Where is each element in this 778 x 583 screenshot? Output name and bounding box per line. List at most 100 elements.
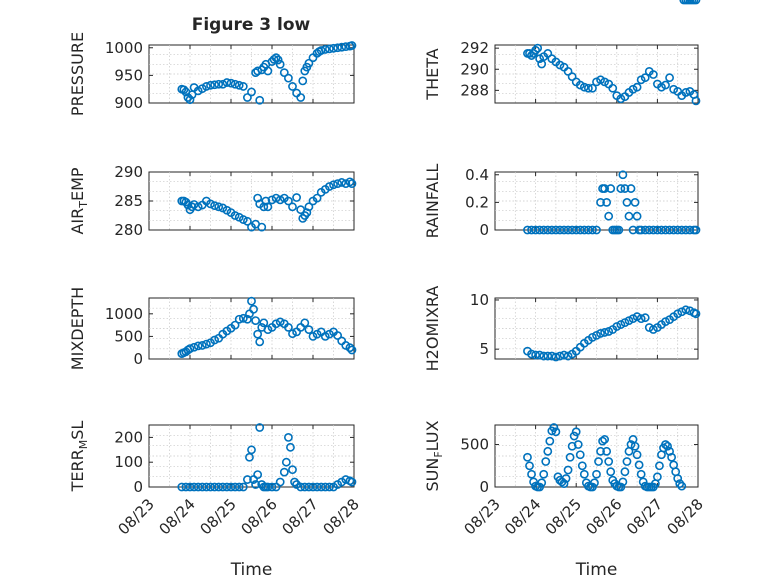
terr_msl-data-point (251, 480, 260, 489)
air_temp-data-point (329, 180, 338, 190)
rainfall-data-point (602, 197, 612, 207)
mixdepth-data-point (271, 319, 281, 329)
sun_flux-data-point (545, 436, 555, 446)
air_temp-data-point (267, 195, 277, 205)
theta-ylabel: THETA (423, 48, 442, 100)
sun_flux-data-point (527, 469, 536, 479)
theta-ylabel-main: THETA (423, 48, 442, 100)
terr_msl-data-point (197, 482, 207, 492)
rainfall-data-point (648, 225, 658, 235)
rainfall-data-point (626, 184, 636, 193)
h2omixra-data-point (543, 351, 553, 361)
terr_msl-series (177, 423, 357, 492)
pressure-data-point (329, 43, 338, 53)
h2omixra-data-point (527, 349, 536, 359)
rainfall-data-point (677, 225, 687, 235)
theta-data-point (579, 82, 589, 92)
rainfall-data-point (685, 225, 695, 235)
theta-data-point (640, 73, 650, 83)
h2omixra-data-point (681, 305, 691, 315)
mixdepth-ytick-label: 0 (133, 350, 143, 368)
sun_flux-data-point (573, 440, 583, 449)
air_temp-data-point (337, 178, 347, 187)
air_temp-data-point (210, 201, 219, 211)
rainfall-data-point (632, 211, 642, 221)
theta-data-point (588, 83, 597, 93)
rainfall-data-point (661, 225, 670, 235)
terr_msl-data-point (286, 442, 295, 452)
theta-data-point (583, 83, 593, 93)
sun_flux-data-point (632, 450, 642, 460)
subplot-air_temp: 280 285 290 AIRTEMP (68, 163, 357, 239)
theta-data-point (531, 45, 540, 55)
air_temp-data-point (238, 215, 248, 224)
sun_flux-data-point (543, 446, 553, 456)
mixdepth-data-point (259, 318, 269, 328)
mixdepth-data-point (333, 331, 342, 340)
h2omixra-data-point (555, 351, 565, 361)
sun_flux-data-point (565, 452, 575, 462)
pressure-data-point (210, 80, 219, 90)
sun_flux-data-point (575, 450, 585, 460)
rainfall-ytick-label: 0.2 (465, 193, 489, 211)
h2omixra-data-point (547, 351, 557, 361)
air_temp-ylabel: AIRTEMP (68, 167, 90, 234)
mixdepth-data-point (201, 339, 211, 349)
rainfall-data-point (600, 184, 610, 193)
mixdepth-data-point (288, 329, 297, 339)
h2omixra-ylabel: H2OMIXRA (423, 286, 442, 372)
air_temp-ylabel-main: AIR (68, 208, 87, 235)
air_temp-data-point (242, 216, 252, 226)
pressure-ytick-label: 1000 (105, 39, 143, 57)
theta-data-point (665, 73, 674, 83)
sun_flux-data-point (663, 441, 672, 451)
rainfall-ytick-label: 0 (479, 221, 489, 239)
sun_flux-data-point (592, 469, 601, 479)
h2omixra-ylabel-main: H2OMIXRA (423, 286, 442, 372)
pressure-data-point (263, 66, 273, 76)
h2omixra-data-point (551, 352, 561, 362)
rainfall-data-point (636, 225, 646, 235)
sun_flux-xlabel: Time (575, 560, 618, 580)
rainfall-data-point (547, 225, 557, 235)
rainfall-data-point (624, 211, 634, 221)
rainfall-ylabel-main: RAINFALL (423, 164, 442, 239)
terr_msl-data-point (347, 477, 357, 487)
h2omixra-data-point (691, 309, 701, 319)
h2omixra-series (523, 305, 701, 362)
sun_flux-data-point (561, 474, 571, 483)
pressure-data-point (226, 78, 236, 88)
rainfall-data-point (579, 225, 589, 235)
sun_flux-data-point (600, 435, 610, 444)
h2omixra-ytick-label: 10 (470, 291, 489, 309)
air_temp-data-point (312, 193, 322, 203)
air_temp-data-point (206, 199, 215, 209)
terr_msl-data-point (283, 432, 293, 442)
sun_flux-data-point (541, 457, 551, 466)
rainfall-data-point (563, 225, 573, 235)
pressure-data-point (296, 93, 306, 102)
terr_msl-ytick-label: 0 (133, 478, 143, 496)
mixdepth-data-point (304, 325, 314, 335)
theta-data-point (681, 88, 691, 97)
h2omixra-data-point (636, 314, 646, 324)
terr_msl-data-point (253, 470, 263, 479)
sun_flux-data-point (559, 479, 569, 489)
rainfall-series (523, 170, 701, 235)
terr_msl-data-point (230, 482, 240, 492)
sun_flux-data-point (571, 427, 581, 437)
terr_msl-data-point (214, 482, 224, 492)
terr_msl-data-point (312, 482, 322, 492)
rainfall-data-point (523, 225, 532, 235)
sun_flux-data-point (588, 482, 597, 492)
rainfall-data-point (588, 225, 597, 235)
pressure-data-point (279, 68, 289, 78)
rainfall-data-point (691, 225, 701, 235)
rainfall-data-point (555, 225, 565, 235)
pressure-data-point (214, 79, 224, 89)
rainfall-data-point (644, 225, 654, 235)
mixdepth-data-point (230, 320, 240, 330)
rainfall-ylabel: RAINFALL (423, 164, 442, 239)
sun_flux-data-point (549, 423, 559, 432)
